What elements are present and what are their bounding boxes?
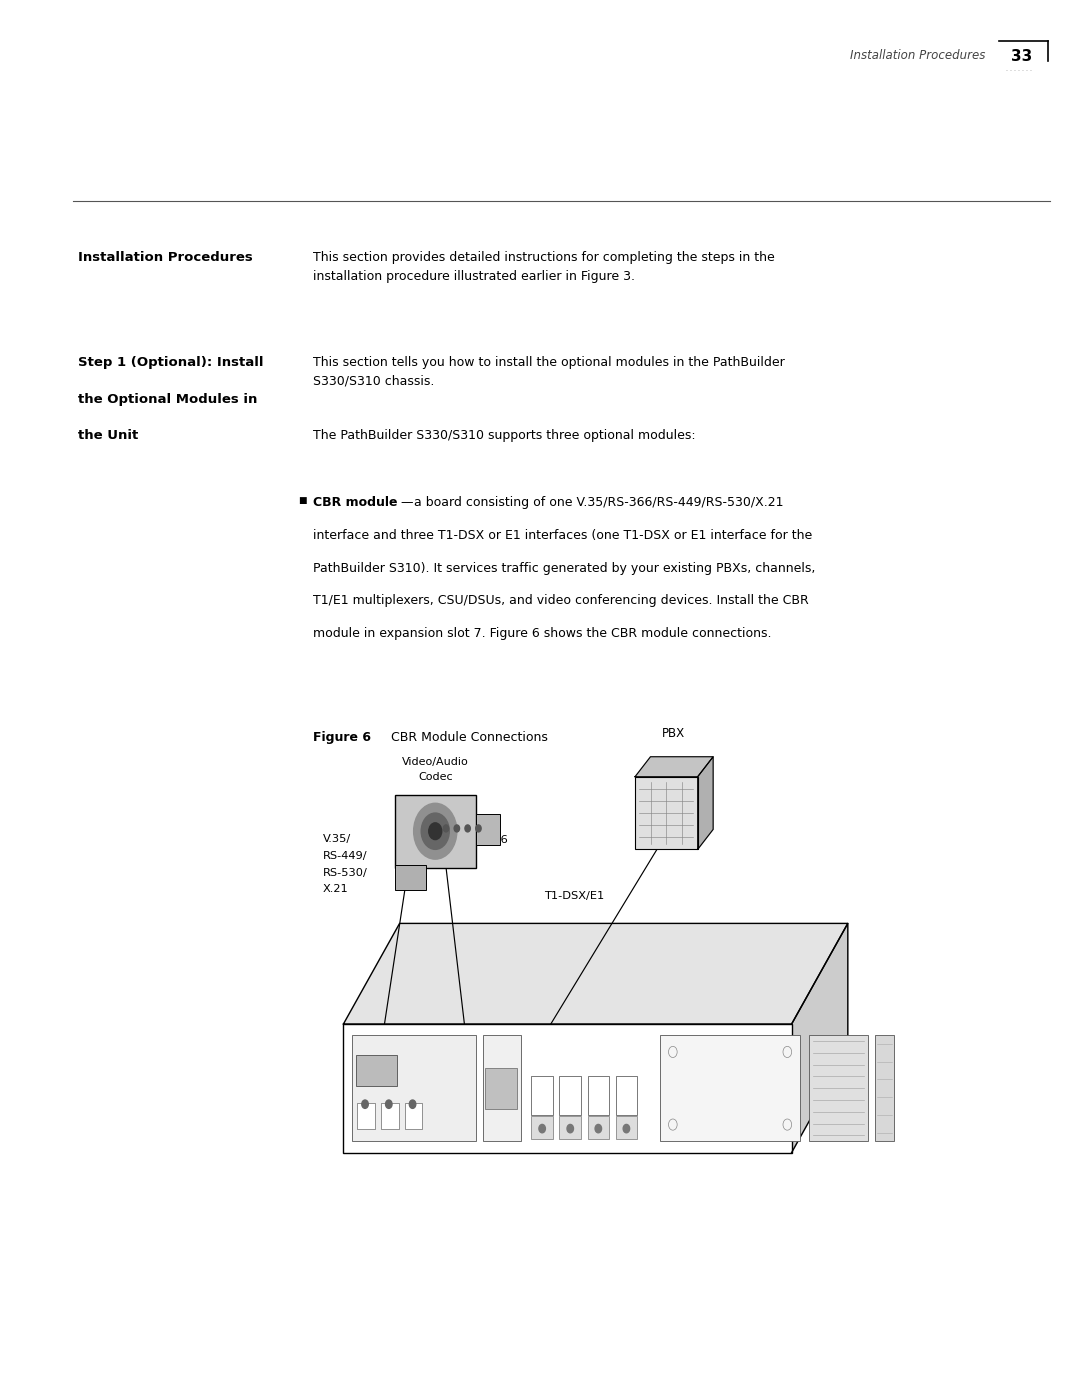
- Circle shape: [539, 1125, 545, 1133]
- Circle shape: [623, 1125, 630, 1133]
- Text: module in expansion slot 7. Figure 6 shows the CBR module connections.: module in expansion slot 7. Figure 6 sho…: [313, 627, 772, 640]
- Bar: [352, 1035, 476, 1141]
- Bar: [616, 1116, 637, 1139]
- Text: T1/E1 multiplexers, CSU/DSUs, and video conferencing devices. Install the CBR: T1/E1 multiplexers, CSU/DSUs, and video …: [313, 595, 809, 608]
- Polygon shape: [343, 923, 848, 1024]
- Text: a board consisting of one V.35/RS-366/RS-449/RS-530/X.21: a board consisting of one V.35/RS-366/RS…: [414, 496, 783, 509]
- Text: RS-366: RS-366: [468, 835, 509, 845]
- Bar: [531, 1116, 553, 1139]
- Circle shape: [464, 824, 471, 831]
- Bar: [381, 1104, 399, 1129]
- Text: interface and three T1-DSX or E1 interfaces (one T1-DSX or E1 interface for the: interface and three T1-DSX or E1 interfa…: [313, 528, 812, 542]
- Bar: [531, 1076, 553, 1115]
- Circle shape: [421, 813, 449, 849]
- Bar: [483, 1035, 521, 1141]
- Polygon shape: [698, 757, 713, 849]
- Bar: [356, 1055, 397, 1085]
- Bar: [875, 1035, 894, 1141]
- Bar: [588, 1076, 609, 1115]
- Circle shape: [429, 823, 442, 840]
- Bar: [559, 1116, 581, 1139]
- Text: —: —: [401, 496, 414, 509]
- Bar: [357, 1104, 375, 1129]
- Bar: [809, 1035, 868, 1141]
- Text: V.35/: V.35/: [323, 834, 351, 844]
- Polygon shape: [792, 923, 848, 1153]
- Circle shape: [409, 1099, 416, 1108]
- Text: RS-449/: RS-449/: [323, 851, 367, 861]
- Text: the Optional Modules in: the Optional Modules in: [78, 393, 257, 405]
- Text: 33: 33: [1011, 49, 1032, 64]
- Text: Step 1 (Optional): Install: Step 1 (Optional): Install: [78, 356, 264, 369]
- Polygon shape: [635, 757, 713, 777]
- Bar: [616, 1076, 637, 1115]
- Text: ■: ■: [298, 496, 307, 504]
- Text: RS-530/: RS-530/: [323, 868, 368, 877]
- Circle shape: [595, 1125, 602, 1133]
- Circle shape: [443, 824, 449, 831]
- Text: Installation Procedures: Installation Procedures: [78, 251, 253, 264]
- Text: Installation Procedures: Installation Procedures: [850, 49, 985, 61]
- Bar: [343, 1024, 792, 1153]
- Bar: [660, 1035, 800, 1141]
- Text: The PathBuilder S330/S310 supports three optional modules:: The PathBuilder S330/S310 supports three…: [313, 429, 696, 441]
- Text: This section provides detailed instructions for completing the steps in the
inst: This section provides detailed instructi…: [313, 251, 775, 284]
- Bar: [395, 795, 476, 868]
- Text: the Unit: the Unit: [78, 429, 138, 441]
- Text: T1-DSX/E1: T1-DSX/E1: [544, 891, 605, 901]
- Bar: [485, 1067, 517, 1109]
- Circle shape: [362, 1099, 368, 1108]
- Text: Codec: Codec: [418, 773, 453, 782]
- Circle shape: [386, 1099, 392, 1108]
- Text: CBR module: CBR module: [313, 496, 397, 509]
- Circle shape: [454, 824, 460, 831]
- Text: Figure 6: Figure 6: [313, 731, 372, 743]
- Bar: [476, 814, 500, 845]
- Circle shape: [567, 1125, 573, 1133]
- Circle shape: [414, 803, 457, 859]
- Text: This section tells you how to install the optional modules in the PathBuilder
S3: This section tells you how to install th…: [313, 356, 785, 388]
- Text: CBR Module Connections: CBR Module Connections: [391, 731, 548, 743]
- Text: Video/Audio: Video/Audio: [402, 757, 469, 767]
- Bar: [635, 777, 698, 849]
- Text: PathBuilder S310). It services traffic generated by your existing PBXs, channels: PathBuilder S310). It services traffic g…: [313, 562, 815, 574]
- Bar: [559, 1076, 581, 1115]
- Text: PBX: PBX: [662, 726, 685, 740]
- Bar: [588, 1116, 609, 1139]
- Text: X.21: X.21: [323, 884, 349, 894]
- Bar: [405, 1104, 422, 1129]
- Circle shape: [475, 824, 481, 831]
- Text: . . . . . . .: . . . . . . .: [1007, 67, 1032, 73]
- Bar: [395, 865, 426, 890]
